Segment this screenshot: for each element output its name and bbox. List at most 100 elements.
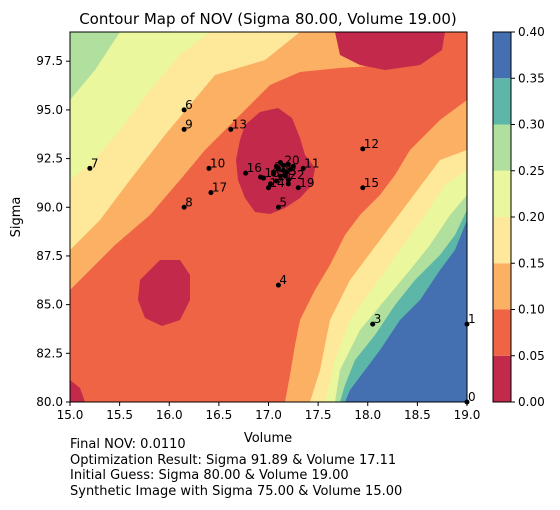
point-marker	[208, 190, 214, 196]
point-label: 18	[265, 166, 280, 180]
point-marker	[243, 170, 249, 176]
chart-title: Contour Map of NOV (Sigma 80.00, Volume …	[79, 10, 457, 28]
contour-band-025	[70, 32, 120, 100]
y-tick-label: 87.5	[36, 249, 63, 263]
cluster-point	[273, 163, 279, 169]
point-label: 17	[212, 181, 227, 195]
point-marker	[280, 162, 286, 168]
point-label: 3	[374, 312, 382, 326]
point-label: 19	[299, 176, 314, 190]
point-marker	[270, 169, 276, 175]
colorbar-band	[493, 32, 511, 79]
colorbar-tick-label: 0.10	[518, 303, 545, 317]
colorbar-band	[493, 309, 511, 356]
y-tick-label: 82.5	[36, 346, 63, 360]
contour-band-035	[345, 220, 467, 402]
x-tick-label: 17.5	[305, 408, 332, 422]
point-marker	[275, 282, 281, 288]
point-marker	[206, 165, 212, 171]
point-marker	[181, 126, 187, 132]
x-tick-label: 16.5	[206, 408, 233, 422]
point-marker	[181, 107, 187, 113]
point-marker	[87, 165, 93, 171]
colorbar-band	[493, 263, 511, 310]
point-label: 16	[247, 161, 262, 175]
colorbar-band	[493, 124, 511, 171]
colorbar-band	[493, 170, 511, 217]
colorbar-tick-label: 0.00	[518, 395, 545, 409]
cluster-point	[283, 169, 289, 175]
x-tick-label: 15.5	[106, 408, 133, 422]
colorbar: 0.00 0.05 0.10 0.15 0.20 0.25 0.30 0.35 0.40	[492, 25, 545, 409]
point-label: 9	[185, 117, 193, 131]
point-label: 1	[468, 312, 476, 326]
point-label: 15	[364, 176, 379, 190]
cluster-point	[287, 166, 293, 172]
point-label: 23	[281, 164, 296, 178]
point-marker	[277, 173, 283, 179]
point-marker	[266, 185, 271, 191]
x-tick-label: 17.0	[255, 408, 282, 422]
contour-fill	[70, 32, 467, 402]
y-axis: 80.0 82.5 85.0 87.5 90.0 92.5 95.0 97.5	[36, 54, 70, 409]
point-marker	[295, 185, 301, 191]
point-marker	[275, 204, 281, 210]
point-label: 13	[232, 117, 247, 131]
colorbar-tick-label: 0.35	[518, 71, 545, 85]
y-tick-label: 85.0	[36, 298, 63, 312]
colorbar-tick-label: 0.20	[518, 210, 545, 224]
point-label: 11	[304, 156, 319, 170]
x-tick-label: 19.0	[454, 408, 481, 422]
colorbar-tick-label: 0.05	[518, 349, 545, 363]
colorbar-band	[493, 78, 511, 125]
x-tick-label: 18.0	[354, 408, 381, 422]
cluster-point	[285, 161, 291, 167]
point-marker	[360, 146, 366, 152]
point-marker	[464, 399, 470, 405]
x-tick-label: 15.0	[57, 408, 84, 422]
point-marker	[285, 177, 291, 183]
point-marker	[228, 126, 234, 132]
y-tick-label: 97.5	[36, 54, 63, 68]
colorbar-band	[493, 217, 511, 264]
initial-guess-text: Initial Guess: Sigma 80.00 & Volume 19.0…	[70, 468, 349, 483]
final-nov-text: Final NOV: 0.0110	[70, 437, 186, 452]
colorbar-band	[493, 355, 511, 402]
point-label: 12	[364, 137, 379, 151]
point-marker	[181, 204, 187, 210]
optimization-result-text: Optimization Result: Sigma 91.89 & Volum…	[70, 452, 397, 468]
y-tick-label: 92.5	[36, 152, 63, 166]
colorbar-tick-label: 0.30	[518, 118, 545, 132]
point-label: 20	[284, 153, 299, 167]
point-marker	[273, 178, 279, 184]
x-tick-label: 16.0	[156, 408, 183, 422]
point-label: 7	[91, 156, 99, 170]
point-marker	[300, 165, 306, 171]
point-label: 6	[185, 98, 193, 112]
y-tick-label: 80.0	[36, 395, 63, 409]
cluster-point	[267, 181, 273, 187]
synthetic-image-text: Synthetic Image with Sigma 75.00 & Volum…	[70, 483, 403, 499]
point-label: 8	[185, 195, 193, 209]
point-label: 5	[279, 195, 287, 209]
x-tick-label: 18.5	[404, 408, 431, 422]
point-label: 10	[210, 156, 225, 170]
x-axis-label: Volume	[244, 431, 292, 446]
cluster-point	[282, 173, 288, 179]
y-axis-label: Sigma	[9, 197, 24, 238]
y-tick-label: 90.0	[36, 200, 63, 214]
point-label: 22	[289, 168, 304, 182]
contour-band-000-corner	[70, 380, 85, 402]
contour-band-000-center	[236, 108, 315, 214]
colorbar-tick-label: 0.25	[518, 164, 545, 178]
point-marker	[464, 321, 470, 327]
point-label: 2	[274, 160, 282, 174]
contour-band-000-top	[335, 32, 445, 70]
contour-band-020	[70, 32, 210, 180]
point-marker	[370, 321, 376, 327]
point-label: 0	[468, 390, 476, 404]
point-marker	[360, 185, 366, 191]
colorbar-tick-label: 0.40	[518, 25, 545, 39]
optimization-points: 01234567891011121314151617181920212223	[87, 98, 476, 405]
